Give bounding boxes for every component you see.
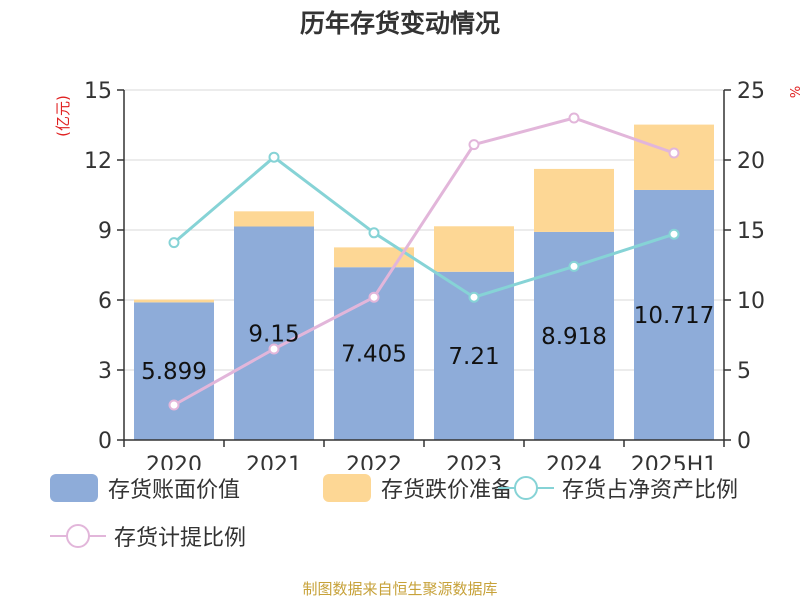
legend-swatch-book-value bbox=[50, 474, 98, 502]
data-label-book-value: 7.405 bbox=[341, 342, 407, 368]
bars bbox=[134, 124, 714, 440]
x-tick-label: 2023 bbox=[446, 453, 502, 470]
point-provision-ratio bbox=[668, 147, 680, 159]
left-tick-label: 3 bbox=[98, 359, 112, 384]
left-axis-label: (亿元) bbox=[54, 95, 72, 137]
legend-item-book-value[interactable]: 存货账面价值 bbox=[50, 468, 240, 508]
grid bbox=[124, 89, 724, 371]
right-tick-label: 25 bbox=[737, 79, 765, 104]
point-provision-ratio bbox=[168, 399, 180, 411]
bar-book-value bbox=[234, 226, 314, 440]
right-tick-label: 0 bbox=[737, 429, 751, 454]
bar-provision bbox=[234, 211, 314, 227]
point-provision-ratio bbox=[468, 139, 480, 151]
legend-label: 存货跌价准备 bbox=[381, 478, 514, 503]
data-label-book-value: 10.717 bbox=[634, 303, 714, 329]
data-label-book-value: 8.918 bbox=[541, 324, 607, 350]
right-tick-label: 5 bbox=[737, 359, 751, 384]
legend-line-circle-icon bbox=[498, 476, 554, 500]
x-tick-label: 2025H1 bbox=[631, 453, 718, 470]
point-ratio-net-assets bbox=[668, 228, 680, 240]
axes: 0 3 6 9 12 15 0 5 10 15 20 25 2020 2021 2022 2023 2024 20… bbox=[84, 79, 765, 470]
legend-label: 存货占净资产比例 bbox=[562, 478, 739, 503]
data-labels: 5.899 9.15 7.405 7.21 8.918 10.717 bbox=[141, 303, 714, 385]
legend-label: 存货计提比例 bbox=[114, 526, 247, 551]
left-tick-label: 0 bbox=[98, 429, 112, 454]
right-tick-label: 20 bbox=[737, 149, 765, 174]
data-label-book-value: 5.899 bbox=[141, 359, 207, 385]
series-line-provision-ratio bbox=[173, 116, 675, 407]
data-label-book-value: 9.15 bbox=[248, 321, 299, 347]
series-line-ratio-net-assets bbox=[173, 155, 675, 299]
point-ratio-net-assets bbox=[368, 227, 380, 239]
legend-label: 存货账面价值 bbox=[108, 478, 241, 503]
lines bbox=[168, 112, 680, 411]
point-ratio-net-assets bbox=[468, 291, 480, 303]
x-tick-label: 2021 bbox=[246, 453, 302, 470]
point-provision-ratio bbox=[568, 112, 580, 124]
point-provision-ratio bbox=[268, 343, 280, 355]
bar-provision bbox=[334, 247, 414, 268]
legend-item-provision-ratio[interactable]: 存货计提比例 bbox=[50, 516, 246, 556]
point-ratio-net-assets bbox=[568, 260, 580, 272]
bar-book-value bbox=[134, 302, 214, 440]
point-ratio-net-assets bbox=[168, 237, 180, 249]
x-tick-label: 2022 bbox=[346, 453, 402, 470]
right-axis-label: % bbox=[789, 86, 800, 98]
x-tick-label: 2024 bbox=[546, 453, 602, 470]
legend-swatch-provision bbox=[323, 474, 371, 502]
chart-title: 历年存货变动情况 bbox=[299, 9, 500, 38]
chart-canvas: (亿元) % 0 3 6 9 12 15 0 5 10 15 20 25 2020 2021 2022 202… bbox=[54, 79, 800, 470]
left-tick-label: 12 bbox=[84, 149, 112, 174]
right-tick-label: 15 bbox=[737, 219, 765, 244]
data-label-book-value: 7.21 bbox=[448, 344, 499, 370]
point-provision-ratio bbox=[368, 291, 380, 303]
left-tick-label: 9 bbox=[98, 219, 112, 244]
left-tick-label: 15 bbox=[84, 79, 112, 104]
source-note: 制图数据来自恒生聚源数据库 bbox=[302, 580, 498, 598]
legend-item-ratio-net-assets[interactable]: 存货占净资产比例 bbox=[498, 468, 738, 508]
bar-provision bbox=[534, 168, 614, 232]
legend-item-provision[interactable]: 存货跌价准备 bbox=[323, 468, 513, 508]
bar-provision bbox=[134, 299, 214, 303]
right-tick-label: 10 bbox=[737, 289, 765, 314]
point-ratio-net-assets bbox=[268, 151, 280, 163]
legend-line-circle-icon bbox=[50, 524, 106, 548]
left-tick-label: 6 bbox=[98, 289, 112, 314]
bar-provision bbox=[434, 226, 514, 272]
x-tick-label: 2020 bbox=[146, 453, 202, 470]
